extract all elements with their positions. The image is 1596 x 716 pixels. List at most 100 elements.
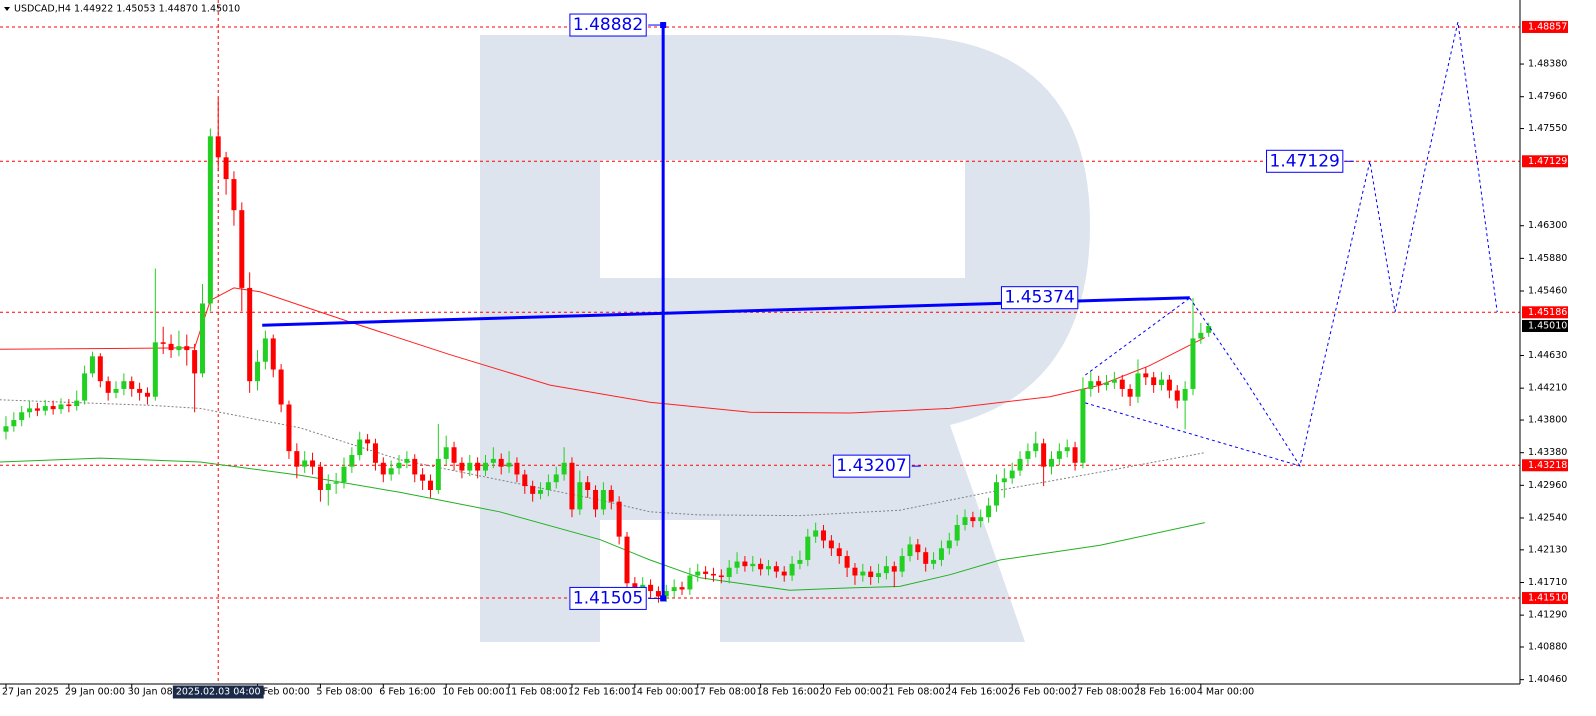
price-label: 1.41505: [573, 588, 643, 608]
candle-body: [396, 462, 402, 469]
candle-body: [883, 566, 889, 574]
price-label: 1.45374: [1004, 288, 1074, 308]
candle-body: [648, 584, 654, 592]
candle-body: [121, 381, 127, 389]
candle-body: [286, 404, 292, 452]
candle-body: [876, 573, 882, 578]
level-label: 1.41510: [1528, 593, 1567, 604]
x-tick-label: 30 Jan 08:00: [128, 687, 188, 698]
candle-body: [828, 540, 834, 549]
candle-body: [993, 482, 999, 506]
candle-body: [302, 460, 308, 467]
y-tick-label: 1.44630: [1528, 350, 1567, 361]
candle-body: [1064, 447, 1070, 452]
level-marker: [1522, 20, 1568, 33]
forecast-path: [1189, 21, 1498, 468]
candle-body: [781, 571, 787, 576]
x-tick-label: 5 Feb 08:00: [316, 687, 372, 698]
candle-body: [1048, 458, 1054, 467]
candle-body: [522, 474, 528, 487]
candle-body: [962, 517, 968, 525]
candle-body: [490, 458, 496, 463]
x-tick-label: 12 Feb 16:00: [568, 687, 630, 698]
candle-body: [1041, 443, 1047, 467]
y-tick-label: 1.47550: [1528, 123, 1567, 134]
x-tick-label: 27 Feb 08:00: [1071, 687, 1133, 698]
candle-body: [388, 468, 394, 475]
x-tick-label: 14 Feb 00:00: [631, 687, 693, 698]
candle-body: [758, 563, 764, 570]
candle-body: [74, 400, 80, 407]
candle-body: [357, 439, 363, 456]
candle-body: [215, 136, 221, 158]
candle-body: [380, 462, 386, 475]
candle-body: [192, 350, 198, 374]
candle-body: [50, 406, 56, 410]
candle-body: [1135, 373, 1141, 397]
candle-body: [262, 338, 268, 362]
candle-body: [89, 356, 95, 374]
last-price-label: 1.45010: [1528, 320, 1567, 331]
candle-body: [742, 561, 748, 567]
candle-body: [498, 458, 504, 467]
crosshair-label: 2025.02.03 04:00: [176, 687, 261, 698]
candle-body: [797, 559, 803, 564]
candle-body: [891, 566, 897, 572]
candle-body: [860, 571, 866, 576]
moving-average: [0, 457, 1205, 591]
candle-body: [703, 571, 709, 574]
candle-body: [868, 571, 874, 578]
price-label-box: [569, 13, 647, 37]
candle-body: [82, 373, 88, 401]
candle-body: [844, 556, 850, 568]
candle-body: [923, 552, 929, 564]
candle-body: [270, 338, 276, 370]
chart-header: USDCAD,H4 1.44922 1.45053 1.44870 1.4501…: [14, 4, 240, 15]
candle-body: [294, 451, 300, 467]
candle-body: [734, 561, 740, 568]
y-tick-label: 1.48380: [1528, 59, 1567, 70]
candle-body: [931, 559, 937, 564]
candle-body: [577, 482, 583, 510]
candle-body: [946, 540, 952, 549]
candle-body: [325, 483, 331, 490]
candle-body: [1119, 379, 1125, 389]
candle-body: [184, 346, 190, 351]
candle-body: [341, 466, 347, 483]
candle-body: [404, 458, 410, 463]
candle-body: [726, 567, 732, 578]
candle-body: [467, 462, 473, 471]
price-label-box: [1000, 286, 1079, 310]
x-tick-label: 17 Feb 08:00: [694, 687, 756, 698]
price-label-box: [832, 454, 911, 478]
candle-body: [616, 501, 622, 537]
menu-arrow[interactable]: [4, 7, 10, 11]
candle-body: [443, 447, 449, 459]
candle-body: [1001, 478, 1007, 483]
candle-body: [11, 420, 17, 427]
candle-body: [899, 556, 905, 572]
price-label-box: [569, 586, 647, 610]
price-label: 1.43207: [836, 456, 906, 476]
candle-body: [349, 455, 355, 467]
candle-body: [530, 486, 536, 494]
candle-body: [1182, 388, 1188, 401]
level-label: 1.43218: [1528, 460, 1567, 471]
candle-body: [1088, 381, 1094, 389]
y-tick-label: 1.41710: [1528, 577, 1567, 588]
y-tick-label: 1.40460: [1528, 674, 1567, 685]
candle-body: [710, 573, 716, 576]
candle-body: [1104, 382, 1110, 386]
candle-body: [66, 404, 72, 407]
plot-area: 1.48882 1.41505 1.45374 1.43207 1.47129: [0, 0, 1520, 684]
candle-body: [750, 563, 756, 567]
candle-body: [482, 462, 488, 471]
candle-body: [978, 517, 984, 522]
level-label: 1.48857: [1528, 21, 1567, 32]
candle-body: [199, 303, 205, 374]
y-tick-label: 1.43800: [1528, 415, 1567, 426]
channel-line: [1085, 297, 1191, 376]
price-label: 1.47129: [1270, 151, 1340, 171]
candle-body: [986, 505, 992, 518]
candle-body: [231, 179, 237, 211]
